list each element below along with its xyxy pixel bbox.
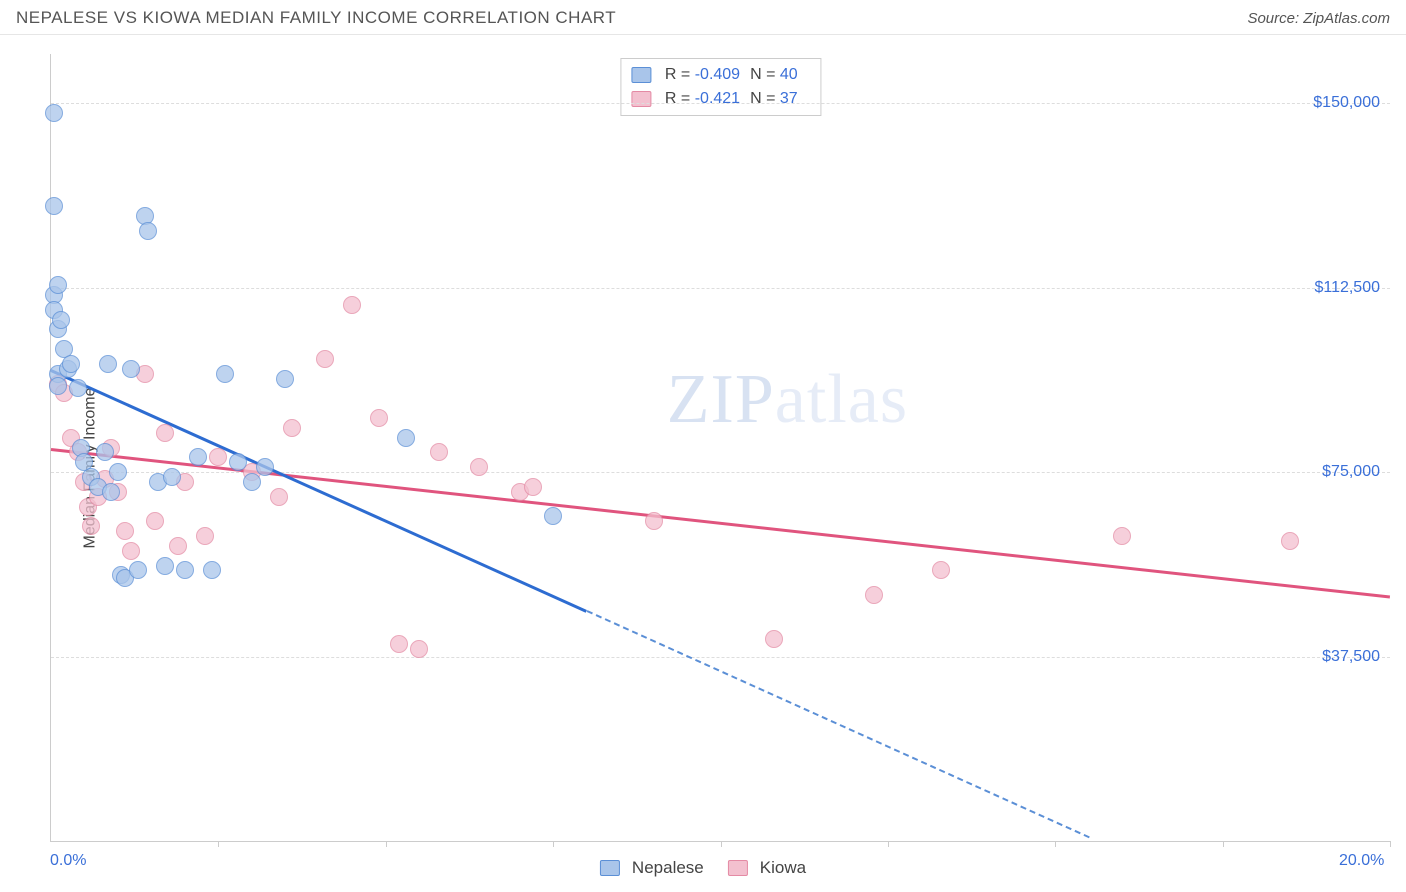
n-value-kiowa: 37 bbox=[780, 90, 798, 107]
data-point bbox=[243, 473, 261, 491]
x-tick bbox=[1055, 841, 1056, 847]
swatch-kiowa bbox=[728, 860, 748, 876]
data-point bbox=[524, 478, 542, 496]
data-point bbox=[410, 640, 428, 658]
data-point bbox=[169, 537, 187, 555]
data-point bbox=[196, 527, 214, 545]
legend-label-nepalese: Nepalese bbox=[632, 858, 704, 878]
data-point bbox=[102, 483, 120, 501]
legend-label-kiowa: Kiowa bbox=[760, 858, 806, 878]
trend-line bbox=[586, 610, 1089, 838]
data-point bbox=[203, 561, 221, 579]
data-point bbox=[216, 365, 234, 383]
data-point bbox=[129, 561, 147, 579]
legend-item-kiowa: Kiowa bbox=[728, 858, 806, 878]
y-tick-label: $75,000 bbox=[1322, 463, 1380, 481]
data-point bbox=[1113, 527, 1131, 545]
y-tick-label: $112,500 bbox=[1314, 279, 1380, 297]
data-point bbox=[189, 448, 207, 466]
data-point bbox=[156, 557, 174, 575]
x-axis-min-label: 0.0% bbox=[50, 852, 86, 870]
data-point bbox=[45, 104, 63, 122]
watermark-thin: atlas bbox=[775, 361, 908, 438]
swatch-nepalese bbox=[631, 67, 651, 83]
gridline bbox=[51, 657, 1390, 658]
data-point bbox=[122, 360, 140, 378]
x-tick bbox=[218, 841, 219, 847]
data-point bbox=[397, 429, 415, 447]
n-value-nepalese: 40 bbox=[780, 66, 798, 83]
data-point bbox=[52, 311, 70, 329]
legend-row-nepalese: R = -0.409 N = 40 bbox=[631, 63, 810, 87]
n-label: N = 40 bbox=[750, 63, 810, 87]
swatch-nepalese bbox=[600, 860, 620, 876]
n-label: N = 37 bbox=[750, 87, 810, 111]
data-point bbox=[430, 443, 448, 461]
chart-source: Source: ZipAtlas.com bbox=[1247, 10, 1390, 27]
x-axis-max-label: 20.0% bbox=[1339, 852, 1384, 870]
data-point bbox=[470, 458, 488, 476]
data-point bbox=[390, 635, 408, 653]
data-point bbox=[49, 276, 67, 294]
data-point bbox=[765, 630, 783, 648]
r-value-kiowa: -0.421 bbox=[695, 90, 740, 107]
data-point bbox=[49, 377, 67, 395]
chart-area: Median Family Income ZIPatlas R = -0.409… bbox=[0, 44, 1406, 892]
data-point bbox=[209, 448, 227, 466]
x-tick bbox=[888, 841, 889, 847]
data-point bbox=[865, 586, 883, 604]
x-tick bbox=[553, 841, 554, 847]
legend-row-kiowa: R = -0.421 N = 37 bbox=[631, 87, 810, 111]
data-point bbox=[276, 370, 294, 388]
swatch-kiowa bbox=[631, 91, 651, 107]
watermark-bold: ZIP bbox=[667, 361, 775, 438]
chart-title: NEPALESE VS KIOWA MEDIAN FAMILY INCOME C… bbox=[16, 8, 616, 28]
data-point bbox=[343, 296, 361, 314]
r-label: R = -0.409 bbox=[665, 63, 740, 87]
data-point bbox=[109, 463, 127, 481]
data-point bbox=[1281, 532, 1299, 550]
data-point bbox=[316, 350, 334, 368]
data-point bbox=[62, 355, 80, 373]
data-point bbox=[116, 522, 134, 540]
x-tick bbox=[386, 841, 387, 847]
data-point bbox=[176, 561, 194, 579]
data-point bbox=[163, 468, 181, 486]
data-point bbox=[99, 355, 117, 373]
data-point bbox=[96, 443, 114, 461]
x-tick bbox=[721, 841, 722, 847]
legend-item-nepalese: Nepalese bbox=[600, 858, 704, 878]
data-point bbox=[256, 458, 274, 476]
data-point bbox=[69, 379, 87, 397]
y-tick-label: $37,500 bbox=[1322, 648, 1380, 666]
r-label: R = -0.421 bbox=[665, 87, 740, 111]
data-point bbox=[645, 512, 663, 530]
data-point bbox=[932, 561, 950, 579]
series-legend: Nepalese Kiowa bbox=[600, 858, 806, 878]
data-point bbox=[45, 197, 63, 215]
r-value-nepalese: -0.409 bbox=[695, 66, 740, 83]
x-tick bbox=[1223, 841, 1224, 847]
y-tick-label: $150,000 bbox=[1313, 94, 1380, 112]
data-point bbox=[370, 409, 388, 427]
plot-region: ZIPatlas R = -0.409 N = 40 R = -0.421 N … bbox=[50, 54, 1390, 842]
data-point bbox=[544, 507, 562, 525]
data-point bbox=[139, 222, 157, 240]
data-point bbox=[156, 424, 174, 442]
gridline bbox=[51, 288, 1390, 289]
data-point bbox=[146, 512, 164, 530]
gridline bbox=[51, 103, 1390, 104]
data-point bbox=[82, 517, 100, 535]
data-point bbox=[283, 419, 301, 437]
data-point bbox=[229, 453, 247, 471]
chart-header: NEPALESE VS KIOWA MEDIAN FAMILY INCOME C… bbox=[0, 0, 1406, 35]
x-tick bbox=[1390, 841, 1391, 847]
correlation-legend: R = -0.409 N = 40 R = -0.421 N = 37 bbox=[620, 58, 821, 116]
data-point bbox=[122, 542, 140, 560]
watermark: ZIPatlas bbox=[667, 360, 908, 440]
data-point bbox=[270, 488, 288, 506]
